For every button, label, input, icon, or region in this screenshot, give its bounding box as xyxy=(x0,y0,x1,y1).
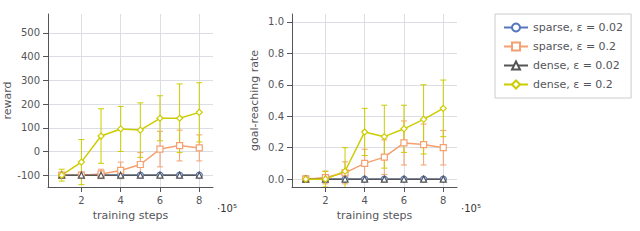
svg-text:4: 4 xyxy=(117,195,123,206)
svg-text:6: 6 xyxy=(401,195,407,206)
svg-text:0: 0 xyxy=(34,146,40,157)
svg-text:2: 2 xyxy=(78,195,84,206)
svg-text:·10⁵: ·10⁵ xyxy=(217,203,237,214)
svg-text:dense, ε = 0.2: dense, ε = 0.2 xyxy=(533,78,613,91)
svg-text:dense, ε = 0.02: dense, ε = 0.02 xyxy=(533,59,620,72)
svg-text:sparse, ε = 0.02: sparse, ε = 0.02 xyxy=(533,21,623,34)
svg-text:0.2: 0.2 xyxy=(268,142,284,153)
svg-text:0.4: 0.4 xyxy=(268,111,284,122)
svg-text:training steps: training steps xyxy=(93,209,169,222)
svg-text:6: 6 xyxy=(157,195,163,206)
svg-text:·10⁵: ·10⁵ xyxy=(461,203,481,214)
svg-text:goal-reaching rate: goal-reaching rate xyxy=(248,50,261,151)
svg-text:training steps: training steps xyxy=(337,209,413,222)
svg-text:8: 8 xyxy=(440,195,446,206)
svg-text:8: 8 xyxy=(196,195,202,206)
svg-text:0.6: 0.6 xyxy=(268,79,284,90)
svg-text:-100: -100 xyxy=(17,170,40,181)
svg-text:1.0: 1.0 xyxy=(268,16,284,27)
svg-text:4: 4 xyxy=(361,195,367,206)
svg-text:400: 400 xyxy=(21,51,40,62)
svg-text:sparse, ε = 0.2: sparse, ε = 0.2 xyxy=(533,40,616,53)
svg-text:2: 2 xyxy=(322,195,328,206)
svg-text:300: 300 xyxy=(21,75,40,86)
svg-text:100: 100 xyxy=(21,122,40,133)
svg-text:500: 500 xyxy=(21,27,40,38)
svg-text:200: 200 xyxy=(21,99,40,110)
svg-text:reward: reward xyxy=(1,81,14,119)
svg-text:0.8: 0.8 xyxy=(268,48,284,59)
svg-text:0.0: 0.0 xyxy=(268,174,284,185)
